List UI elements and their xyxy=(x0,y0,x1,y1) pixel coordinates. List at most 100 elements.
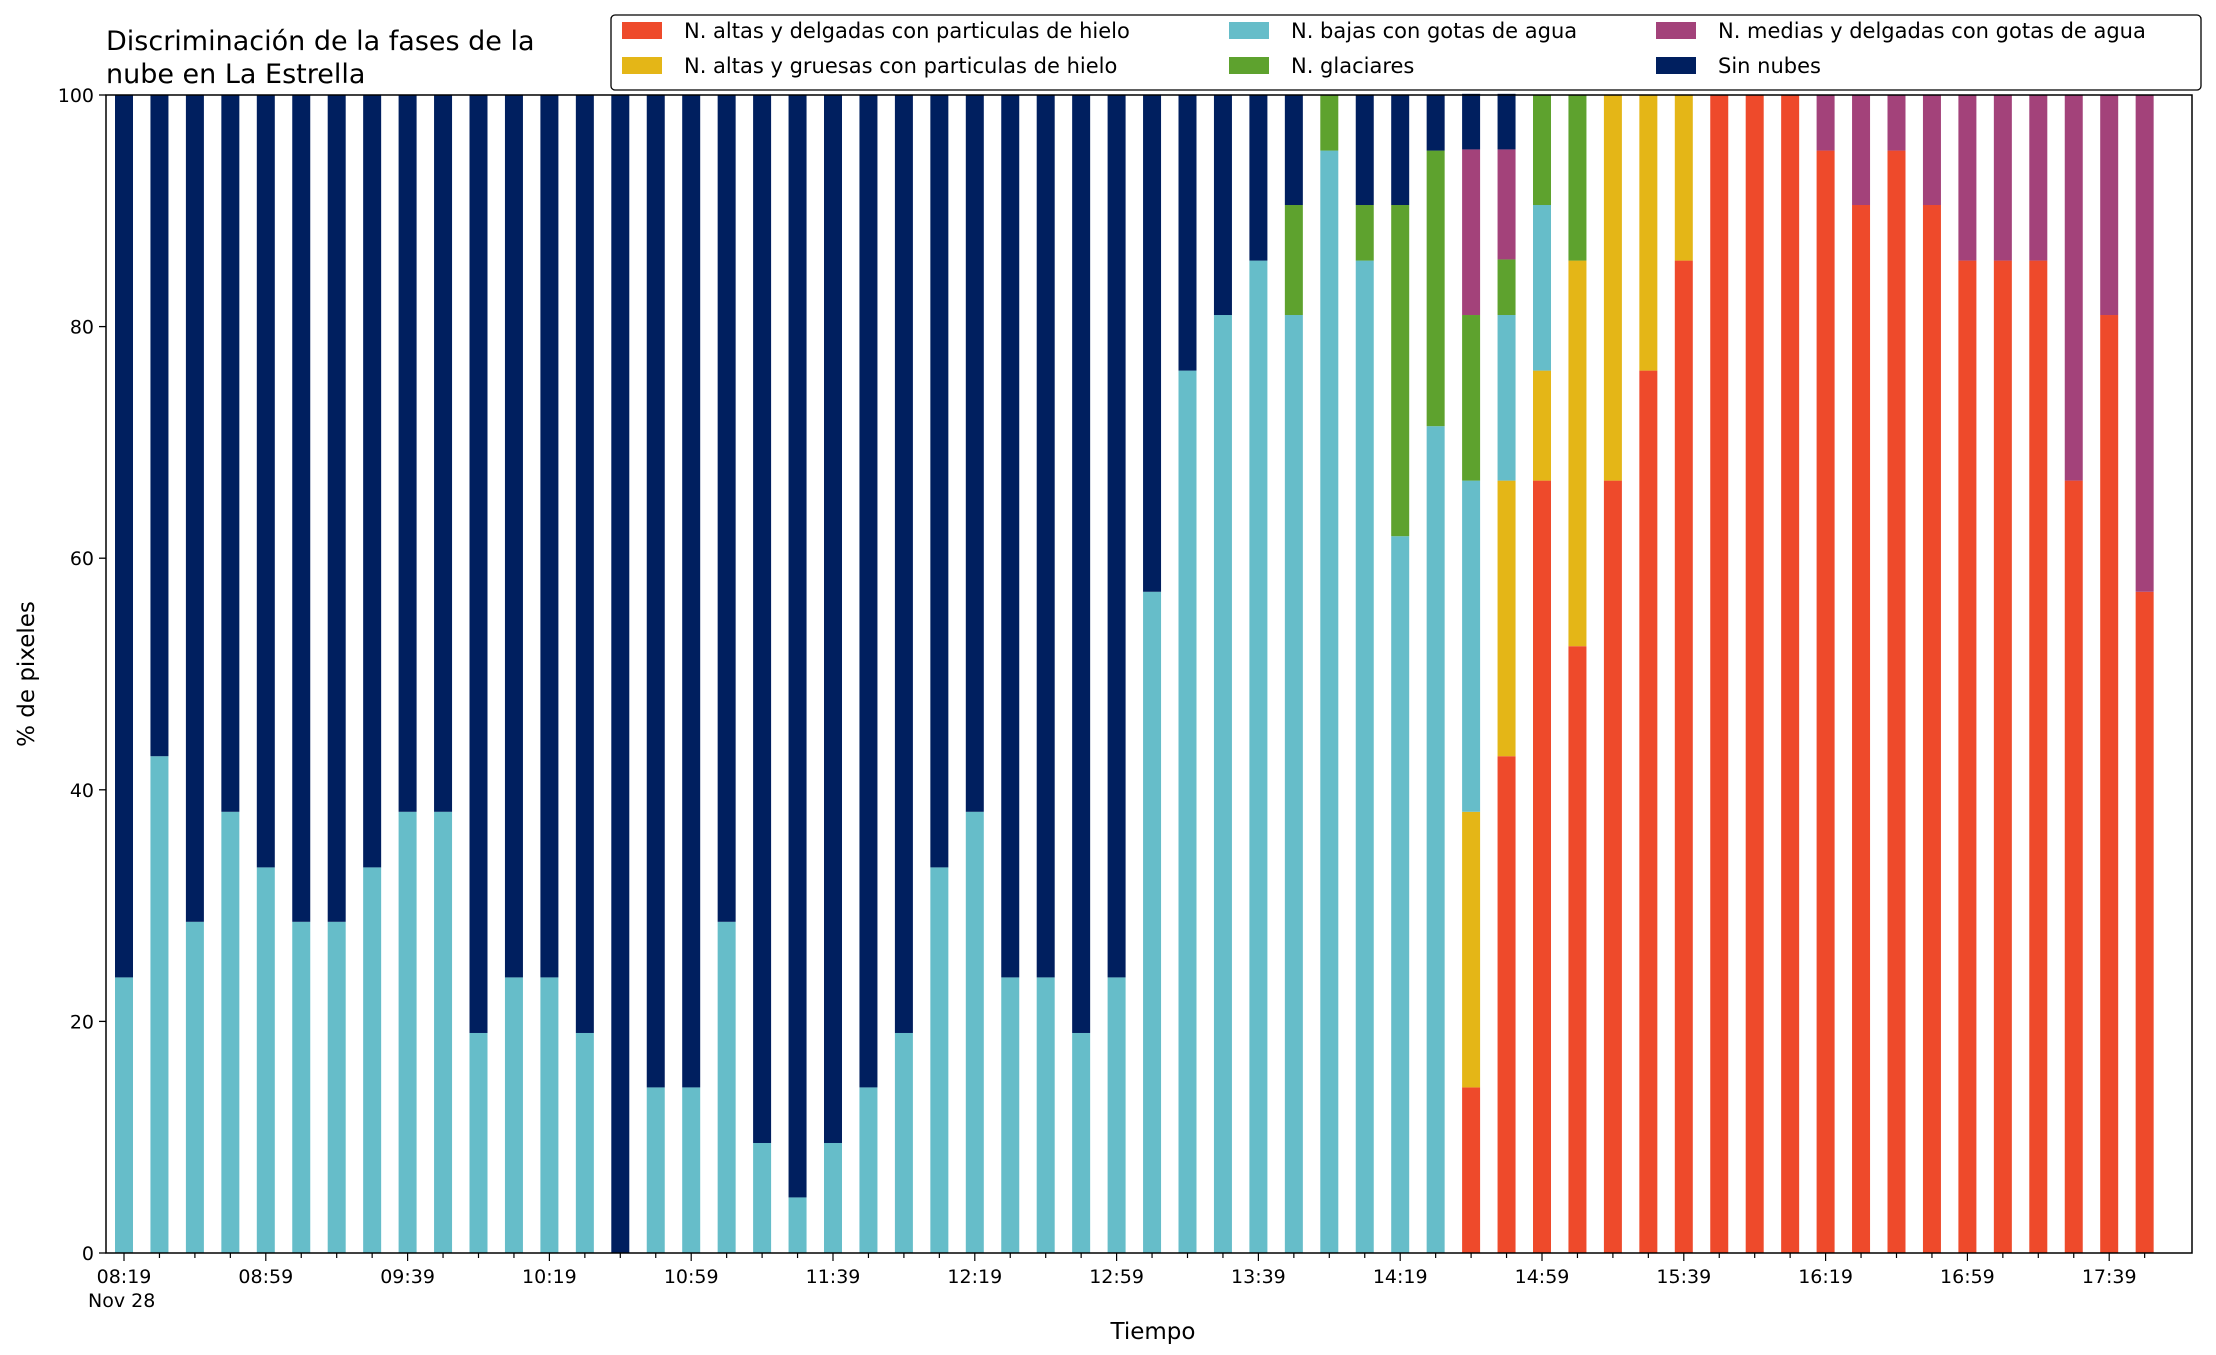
chart-title-line-1: Discriminación de la fases de la xyxy=(106,26,535,57)
bar-segment xyxy=(894,1032,913,1253)
legend-label: Sin nubes xyxy=(1718,54,1821,78)
bar-segment xyxy=(1497,149,1516,260)
bar-segment xyxy=(1036,977,1055,1253)
bar-segment xyxy=(1143,591,1162,1253)
bar-segment xyxy=(1462,93,1481,150)
y-axis-label: % de pixeles xyxy=(14,601,40,747)
x-tick-label: 12:19 xyxy=(947,1266,1002,1288)
bar-segment xyxy=(1320,150,1339,1254)
bar-segment xyxy=(1533,205,1551,371)
bar-segment xyxy=(1391,205,1410,537)
legend-swatch xyxy=(1229,22,1269,39)
legend-label: N. altas y gruesas con particulas de hie… xyxy=(684,54,1117,78)
bar-segment xyxy=(1284,205,1303,316)
bar-segment xyxy=(1993,260,2012,1254)
bar-segment xyxy=(859,95,878,1088)
bar-segment xyxy=(1922,95,1941,206)
bar-segment xyxy=(1497,93,1516,150)
bar-segment xyxy=(1533,95,1551,206)
y-tick-label: 40 xyxy=(70,780,94,802)
chart-title-line-2: nube en La Estrella xyxy=(106,59,365,90)
bar-segment xyxy=(115,977,133,1253)
bar-segment xyxy=(1107,95,1126,978)
bar-segment xyxy=(859,1087,878,1253)
bar-segment xyxy=(930,867,949,1253)
bar-segment xyxy=(646,1087,665,1253)
y-tick-label: 0 xyxy=(82,1243,94,1265)
legend-swatch xyxy=(622,57,662,74)
bar-segment xyxy=(1887,95,1906,151)
bar-segment xyxy=(504,95,523,978)
legend-item: Sin nubes xyxy=(1656,54,1821,78)
bar-segment xyxy=(824,95,842,1143)
bar-segment xyxy=(1497,315,1516,481)
bar-segment xyxy=(1674,260,1693,1254)
bar-segment xyxy=(1639,95,1658,371)
bar-segment xyxy=(1781,95,1800,1253)
bar-segment xyxy=(1001,95,1020,978)
chart-title: Discriminación de la fases de la nube en… xyxy=(106,26,535,90)
bar-segment xyxy=(788,95,807,1198)
bar-segment xyxy=(327,95,346,922)
bar-segment xyxy=(504,977,523,1253)
bar-segment xyxy=(1639,370,1658,1254)
x-tick-label: 10:59 xyxy=(664,1266,719,1288)
x-tick-label: 15:39 xyxy=(1656,1266,1711,1288)
y-tick-label: 60 xyxy=(70,548,94,570)
bar-segment xyxy=(115,95,133,978)
bar-segment xyxy=(1249,95,1268,261)
legend-item: N. altas y gruesas con particulas de hie… xyxy=(622,54,1117,78)
bar-segment xyxy=(185,921,204,1253)
bar-segment xyxy=(1355,205,1374,261)
bar-segment xyxy=(717,921,736,1253)
bar-segment xyxy=(398,811,417,1253)
bar-segment xyxy=(2029,95,2048,261)
bar-segment xyxy=(788,1197,807,1253)
bar-segment xyxy=(150,756,169,1253)
bar-segment xyxy=(1036,95,1055,978)
bar-segment xyxy=(1852,205,1871,1253)
bar-segment xyxy=(363,95,382,868)
bar-segment xyxy=(1426,150,1445,427)
y-tick-label: 100 xyxy=(58,85,94,107)
x-tick-label: 12:59 xyxy=(1089,1266,1144,1288)
bar-segment xyxy=(540,95,559,978)
x-tick-label: 08:59 xyxy=(238,1266,293,1288)
bar-segment xyxy=(221,95,240,812)
y-tick-label: 20 xyxy=(70,1011,94,1033)
bar-segment xyxy=(2064,480,2083,1253)
plot-frame xyxy=(105,94,2193,1254)
bar-segment xyxy=(753,1142,772,1253)
x-tick-label: 17:39 xyxy=(2082,1266,2137,1288)
bar-segment xyxy=(1568,95,1587,261)
legend-frame xyxy=(610,14,2202,91)
x-tick-label: 14:19 xyxy=(1373,1266,1428,1288)
bar-segment xyxy=(1178,95,1197,371)
bar-segment xyxy=(2064,95,2083,481)
bar-segment xyxy=(292,921,311,1253)
bar-segment xyxy=(894,95,913,1033)
bar-segment xyxy=(327,921,346,1253)
bar-segment xyxy=(611,95,630,1253)
bar-segment xyxy=(965,811,984,1253)
bar-segment xyxy=(1462,315,1481,481)
bar-segment xyxy=(1213,95,1232,316)
bar-segment xyxy=(1816,95,1835,151)
legend-swatch xyxy=(1656,57,1696,74)
y-tick-label: 80 xyxy=(70,317,94,339)
bar-segment xyxy=(221,811,240,1253)
bar-segment xyxy=(1816,150,1835,1254)
bar-segment xyxy=(1922,205,1941,1253)
bar-segment xyxy=(1497,756,1516,1253)
x-tick-label: 16:59 xyxy=(1940,1266,1995,1288)
bar-segment xyxy=(1355,260,1374,1254)
bar-segment xyxy=(256,867,275,1253)
bar-segment xyxy=(646,95,665,1088)
bar-segment xyxy=(469,1032,488,1253)
bar-segment xyxy=(398,95,417,812)
bar-segment xyxy=(1320,95,1339,151)
legend-swatch xyxy=(1656,22,1696,39)
x-tick-label: 08:19 xyxy=(97,1266,152,1288)
legend-label: N. glaciares xyxy=(1291,54,1414,78)
